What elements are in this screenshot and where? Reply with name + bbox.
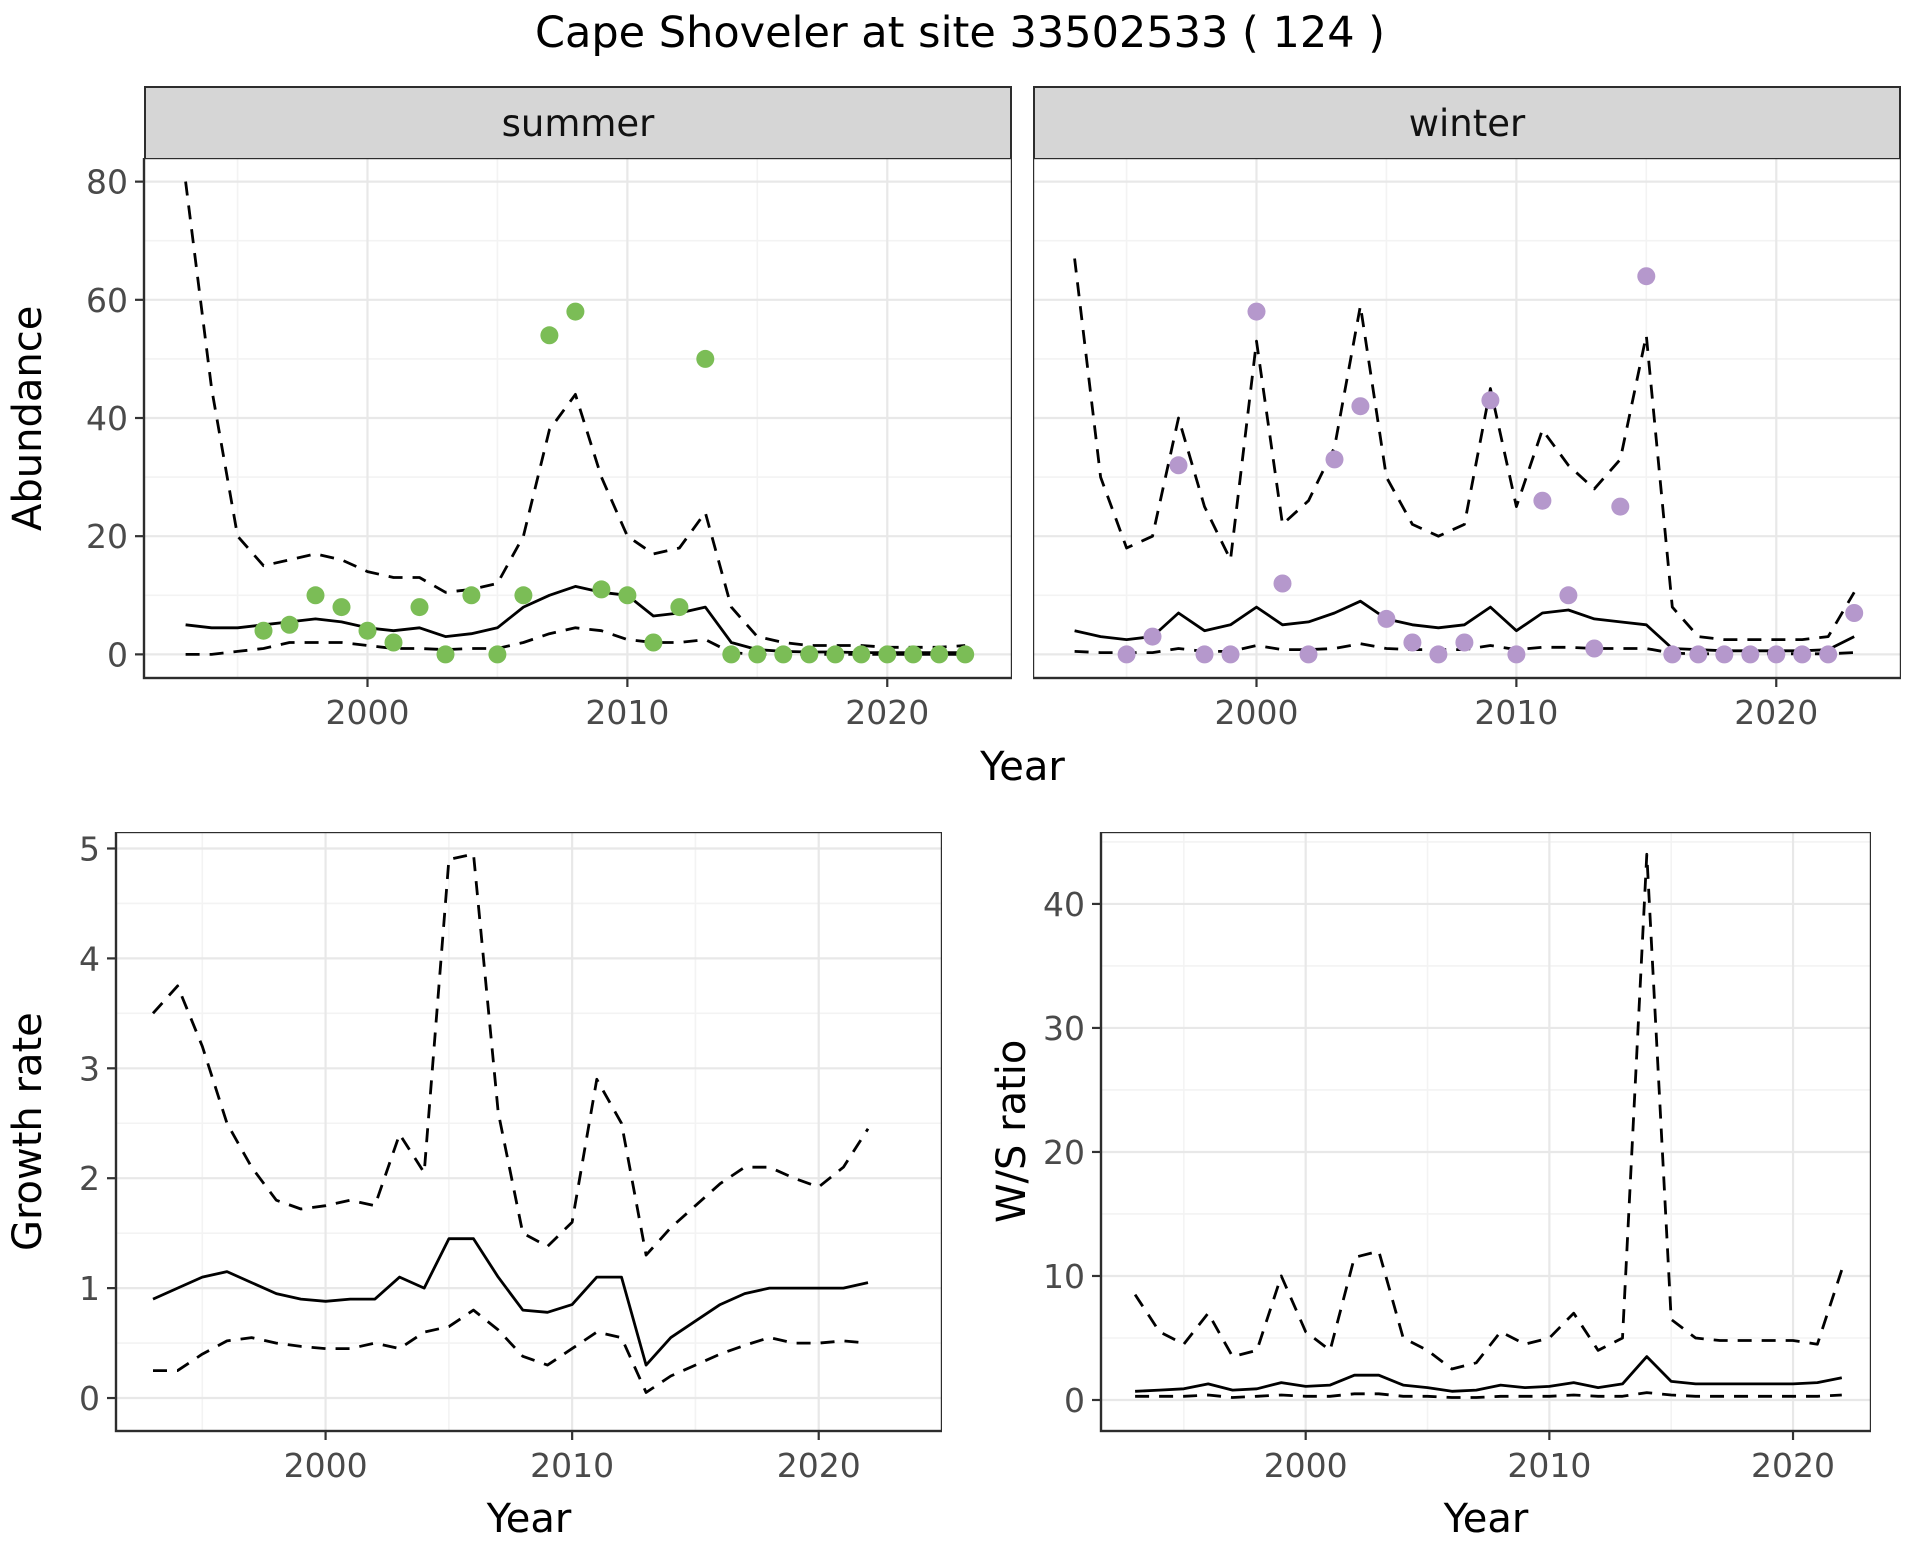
svg-text:3: 3 xyxy=(79,1049,100,1088)
svg-text:80: 80 xyxy=(86,163,128,202)
svg-text:2000: 2000 xyxy=(326,693,410,732)
growth-rate-y-axis-label: Growth rate xyxy=(5,1012,51,1251)
svg-text:2020: 2020 xyxy=(777,1446,861,1485)
svg-text:2010: 2010 xyxy=(585,693,669,732)
svg-text:1: 1 xyxy=(79,1269,100,1308)
svg-text:2000: 2000 xyxy=(284,1446,368,1485)
ws-ratio-x-axis-label: Year xyxy=(1443,1496,1529,1542)
top-x-axis-label: Year xyxy=(980,744,1065,790)
svg-text:40: 40 xyxy=(1043,885,1085,924)
svg-text:2010: 2010 xyxy=(1474,693,1558,732)
growth-rate-chart: 2000 2010 2020 0 1 2 3 4 5 xyxy=(79,832,942,1485)
facet-strip-winter-label: winter xyxy=(1408,101,1526,145)
svg-text:10: 10 xyxy=(1043,1257,1085,1296)
growth-rate-x-axis-label: Year xyxy=(486,1496,572,1542)
svg-text:2020: 2020 xyxy=(1734,693,1818,732)
ws-ratio-y-axis-label: W/S ratio xyxy=(989,1039,1035,1224)
svg-text:0: 0 xyxy=(79,1379,100,1418)
svg-text:5: 5 xyxy=(79,832,100,868)
svg-text:0: 0 xyxy=(107,635,128,674)
svg-text:20: 20 xyxy=(1043,1133,1085,1172)
svg-text:60: 60 xyxy=(86,281,128,320)
svg-text:4: 4 xyxy=(79,939,100,978)
svg-text:2000: 2000 xyxy=(1215,693,1299,732)
ws-ratio-chart: 2000 2010 2020 0 10 20 30 40 xyxy=(1043,832,1871,1485)
svg-text:2010: 2010 xyxy=(530,1446,614,1485)
svg-text:40: 40 xyxy=(86,399,128,438)
svg-text:0: 0 xyxy=(1064,1381,1085,1420)
svg-text:2000: 2000 xyxy=(1264,1446,1348,1485)
facet-strip-winter: winter xyxy=(1033,86,1901,160)
svg-text:2020: 2020 xyxy=(1751,1446,1835,1485)
abundance-summer-chart: 2000 2010 2020 0 20 40 60 80 xyxy=(86,158,1012,732)
svg-text:2020: 2020 xyxy=(845,693,929,732)
svg-text:2: 2 xyxy=(79,1159,100,1198)
facet-strip-summer: summer xyxy=(144,86,1012,160)
abundance-winter-chart: 2000 2010 2020 xyxy=(1033,158,1901,732)
svg-text:20: 20 xyxy=(86,517,128,556)
abundance-y-axis-label: Abundance xyxy=(5,305,51,531)
svg-text:30: 30 xyxy=(1043,1009,1085,1048)
svg-text:2010: 2010 xyxy=(1507,1446,1591,1485)
facet-strip-summer-label: summer xyxy=(501,101,655,145)
chart-title: Cape Shoveler at site 33502533 ( 124 ) xyxy=(534,8,1385,58)
